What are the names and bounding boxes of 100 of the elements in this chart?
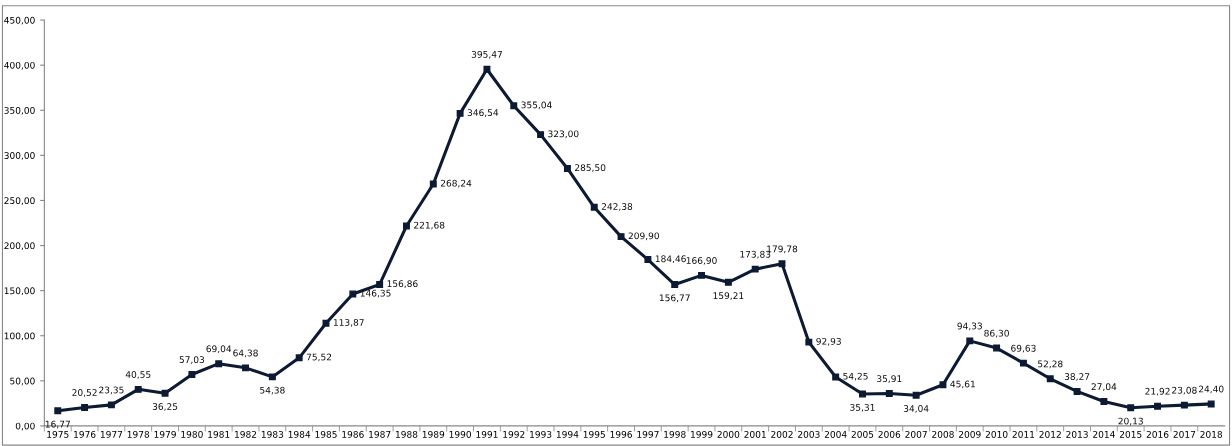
y-tick-label: 100,00 [4,332,35,341]
point [885,390,893,398]
x-tick-label: 2018 [1200,430,1223,438]
x-tick-label: 1981 [208,430,230,438]
y-tick-label: 150,00 [4,287,35,296]
x-tick-label: 1989 [422,430,445,438]
data-label: 156,86 [387,280,418,288]
data-label: 27,04 [1091,383,1117,391]
point [242,364,250,372]
point [993,344,1001,352]
x-tick-label: 2002 [771,430,793,438]
data-label: 94,33 [957,322,982,331]
x-tick-label: 1985 [315,430,337,438]
x-tick-label: 1976 [74,430,96,438]
x-tick-label: 1993 [530,430,552,438]
point [295,354,303,362]
point [188,371,196,378]
x-tick-label: 1998 [664,430,686,438]
data-label: 34,04 [903,405,929,413]
x-tick-label: 2014 [1093,430,1115,438]
data-label: 221,68 [414,221,445,230]
point [724,278,732,286]
data-label: 242,38 [601,203,633,211]
data-label: 23,08 [1172,386,1197,395]
point [563,164,571,172]
point [832,373,840,381]
x-tick-label: 1999 [691,430,713,438]
x-tick-label: 1991 [476,430,498,438]
data-label: 35,31 [850,403,875,412]
x-tick-label: 1994 [556,430,579,438]
point [805,338,813,346]
point [81,403,89,411]
y-tick-label: 350,00 [4,106,35,115]
data-label: 38,27 [1064,373,1090,381]
point [1019,359,1027,367]
data-label: 86,30 [984,329,1009,338]
point [644,256,652,264]
y-tick-label: 450,00 [4,16,35,25]
data-label: 159,21 [713,292,744,300]
point [859,390,866,398]
point [698,271,706,279]
x-tick-label: 1996 [610,430,632,438]
x-tick-label: 2009 [958,430,981,438]
data-label: 184,46 [655,255,686,264]
point [912,391,920,399]
point [268,373,276,381]
point [966,337,974,345]
x-tick-label: 1978 [127,430,150,438]
data-label: 23,35 [99,386,124,395]
y-tick-label: 0,00 [15,422,35,431]
data-label: 16,77 [45,420,70,429]
data-label: 57,03 [179,356,205,364]
point [483,65,491,73]
x-tick-label: 2007 [905,430,927,438]
data-label: 21,92 [1145,387,1170,396]
point [590,203,598,211]
point [1180,401,1188,409]
data-label: 268,24 [440,179,472,188]
x-tick-label: 1987 [369,430,391,438]
x-tick-label: 2013 [1066,430,1088,438]
data-label: 24,40 [1198,385,1224,394]
x-tick-label: 1982 [235,430,257,438]
data-label: 54,25 [843,372,868,381]
data-label: 156,77 [659,294,690,303]
data-label: 35,91 [877,375,902,383]
x-tick-label: 1975 [47,430,69,438]
point [1127,404,1135,412]
y-tick-label: 250,00 [4,197,35,205]
point [671,281,679,289]
point [322,319,330,327]
data-label: 69,04 [206,345,232,354]
point [510,102,518,110]
point [54,407,62,415]
data-label: 166,90 [686,257,717,265]
data-label: 36,25 [152,403,178,411]
point [1046,375,1054,383]
point [778,260,786,268]
x-tick-label: 1995 [583,430,605,438]
data-label: 75,52 [306,353,332,362]
data-label: 395,47 [471,50,502,59]
x-tick-label: 1997 [637,430,659,438]
x-tick-label: 2000 [717,430,740,438]
point [617,233,625,241]
point [537,131,545,139]
x-tick-label: 2008 [932,430,954,438]
point [939,381,947,389]
point [1073,387,1081,395]
data-label: 346,54 [467,109,499,117]
x-tick-label: 2010 [985,430,1008,438]
data-label: 323,00 [548,130,579,139]
data-label: 40,55 [125,371,151,379]
data-label: 355,04 [521,101,552,110]
point [161,389,169,397]
point [429,180,437,188]
x-tick-label: 2015 [1119,430,1142,438]
data-label: 69,63 [1011,344,1036,353]
data-label: 209,90 [628,232,659,241]
point [215,360,223,368]
data-label: 20,52 [72,389,97,397]
x-tick-label: 2006 [878,430,901,438]
